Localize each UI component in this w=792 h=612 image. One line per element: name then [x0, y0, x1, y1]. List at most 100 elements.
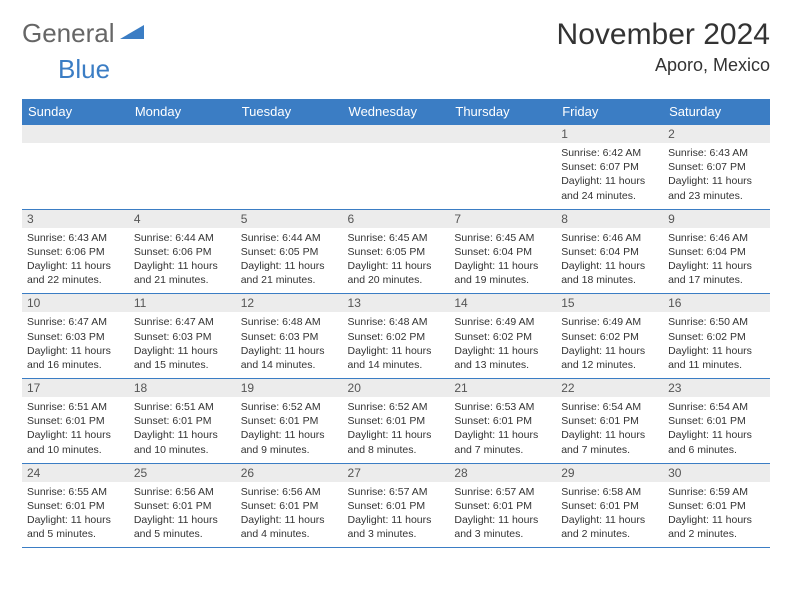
sunrise-text: Sunrise: 6:50 AM	[668, 315, 765, 329]
day-cell: 3Sunrise: 6:43 AMSunset: 6:06 PMDaylight…	[22, 209, 129, 294]
day-cell: 18Sunrise: 6:51 AMSunset: 6:01 PMDayligh…	[129, 379, 236, 464]
daylight-text: Daylight: 11 hours and 8 minutes.	[348, 428, 445, 456]
day-number: 7	[449, 210, 556, 228]
title-block: November 2024 Aporo, Mexico	[557, 18, 770, 76]
day-cell: 19Sunrise: 6:52 AMSunset: 6:01 PMDayligh…	[236, 379, 343, 464]
day-cell: 17Sunrise: 6:51 AMSunset: 6:01 PMDayligh…	[22, 379, 129, 464]
day-detail: Sunrise: 6:45 AMSunset: 6:05 PMDaylight:…	[343, 228, 450, 294]
daylight-text: Daylight: 11 hours and 5 minutes.	[27, 513, 124, 541]
day-detail: Sunrise: 6:57 AMSunset: 6:01 PMDaylight:…	[343, 482, 450, 548]
day-number: 2	[663, 125, 770, 143]
sunset-text: Sunset: 6:01 PM	[134, 414, 231, 428]
dow-header-cell: Tuesday	[236, 99, 343, 125]
day-detail: Sunrise: 6:44 AMSunset: 6:05 PMDaylight:…	[236, 228, 343, 294]
sunrise-text: Sunrise: 6:45 AM	[348, 231, 445, 245]
dow-header-row: SundayMondayTuesdayWednesdayThursdayFrid…	[22, 99, 770, 125]
sunrise-text: Sunrise: 6:58 AM	[561, 485, 658, 499]
day-number: 16	[663, 294, 770, 312]
day-cell	[22, 125, 129, 210]
calendar-table: SundayMondayTuesdayWednesdayThursdayFrid…	[22, 99, 770, 547]
sunset-text: Sunset: 6:01 PM	[27, 499, 124, 513]
daylight-text: Daylight: 11 hours and 7 minutes.	[561, 428, 658, 456]
day-cell: 23Sunrise: 6:54 AMSunset: 6:01 PMDayligh…	[663, 379, 770, 464]
day-detail: Sunrise: 6:53 AMSunset: 6:01 PMDaylight:…	[449, 397, 556, 463]
daylight-text: Daylight: 11 hours and 9 minutes.	[241, 428, 338, 456]
day-number: 20	[343, 379, 450, 397]
day-number: 11	[129, 294, 236, 312]
sunrise-text: Sunrise: 6:51 AM	[134, 400, 231, 414]
day-cell: 16Sunrise: 6:50 AMSunset: 6:02 PMDayligh…	[663, 294, 770, 379]
day-detail: Sunrise: 6:46 AMSunset: 6:04 PMDaylight:…	[663, 228, 770, 294]
day-detail: Sunrise: 6:49 AMSunset: 6:02 PMDaylight:…	[556, 312, 663, 378]
sunrise-text: Sunrise: 6:59 AM	[668, 485, 765, 499]
day-detail: Sunrise: 6:56 AMSunset: 6:01 PMDaylight:…	[129, 482, 236, 548]
sunset-text: Sunset: 6:01 PM	[561, 414, 658, 428]
day-detail: Sunrise: 6:48 AMSunset: 6:03 PMDaylight:…	[236, 312, 343, 378]
sunset-text: Sunset: 6:02 PM	[668, 330, 765, 344]
day-cell: 29Sunrise: 6:58 AMSunset: 6:01 PMDayligh…	[556, 463, 663, 547]
day-detail: Sunrise: 6:57 AMSunset: 6:01 PMDaylight:…	[449, 482, 556, 548]
day-number: 21	[449, 379, 556, 397]
daylight-text: Daylight: 11 hours and 2 minutes.	[561, 513, 658, 541]
sunrise-text: Sunrise: 6:54 AM	[561, 400, 658, 414]
sunrise-text: Sunrise: 6:55 AM	[27, 485, 124, 499]
sunset-text: Sunset: 6:07 PM	[668, 160, 765, 174]
location-label: Aporo, Mexico	[557, 55, 770, 76]
day-number: 8	[556, 210, 663, 228]
day-detail: Sunrise: 6:55 AMSunset: 6:01 PMDaylight:…	[22, 482, 129, 548]
day-number: 24	[22, 464, 129, 482]
daylight-text: Daylight: 11 hours and 24 minutes.	[561, 174, 658, 202]
empty-day	[449, 125, 556, 143]
day-cell: 8Sunrise: 6:46 AMSunset: 6:04 PMDaylight…	[556, 209, 663, 294]
day-number: 19	[236, 379, 343, 397]
day-number: 15	[556, 294, 663, 312]
sunset-text: Sunset: 6:04 PM	[561, 245, 658, 259]
week-row: 1Sunrise: 6:42 AMSunset: 6:07 PMDaylight…	[22, 125, 770, 210]
day-cell: 20Sunrise: 6:52 AMSunset: 6:01 PMDayligh…	[343, 379, 450, 464]
empty-day	[343, 125, 450, 143]
sunset-text: Sunset: 6:01 PM	[668, 499, 765, 513]
sunset-text: Sunset: 6:06 PM	[134, 245, 231, 259]
day-cell: 13Sunrise: 6:48 AMSunset: 6:02 PMDayligh…	[343, 294, 450, 379]
day-number: 29	[556, 464, 663, 482]
empty-day	[22, 125, 129, 143]
day-cell: 5Sunrise: 6:44 AMSunset: 6:05 PMDaylight…	[236, 209, 343, 294]
day-cell: 9Sunrise: 6:46 AMSunset: 6:04 PMDaylight…	[663, 209, 770, 294]
day-cell	[343, 125, 450, 210]
daylight-text: Daylight: 11 hours and 21 minutes.	[134, 259, 231, 287]
day-number: 14	[449, 294, 556, 312]
day-detail: Sunrise: 6:51 AMSunset: 6:01 PMDaylight:…	[129, 397, 236, 463]
daylight-text: Daylight: 11 hours and 14 minutes.	[348, 344, 445, 372]
day-number: 23	[663, 379, 770, 397]
sunset-text: Sunset: 6:01 PM	[348, 499, 445, 513]
day-detail: Sunrise: 6:46 AMSunset: 6:04 PMDaylight:…	[556, 228, 663, 294]
daylight-text: Daylight: 11 hours and 15 minutes.	[134, 344, 231, 372]
day-cell: 26Sunrise: 6:56 AMSunset: 6:01 PMDayligh…	[236, 463, 343, 547]
day-cell: 11Sunrise: 6:47 AMSunset: 6:03 PMDayligh…	[129, 294, 236, 379]
day-cell: 1Sunrise: 6:42 AMSunset: 6:07 PMDaylight…	[556, 125, 663, 210]
week-row: 10Sunrise: 6:47 AMSunset: 6:03 PMDayligh…	[22, 294, 770, 379]
day-detail: Sunrise: 6:45 AMSunset: 6:04 PMDaylight:…	[449, 228, 556, 294]
day-number: 27	[343, 464, 450, 482]
day-number: 10	[22, 294, 129, 312]
day-cell: 30Sunrise: 6:59 AMSunset: 6:01 PMDayligh…	[663, 463, 770, 547]
daylight-text: Daylight: 11 hours and 7 minutes.	[454, 428, 551, 456]
daylight-text: Daylight: 11 hours and 13 minutes.	[454, 344, 551, 372]
sunrise-text: Sunrise: 6:56 AM	[241, 485, 338, 499]
logo-triangle-icon	[120, 21, 144, 44]
empty-day	[236, 125, 343, 143]
sunset-text: Sunset: 6:01 PM	[27, 414, 124, 428]
sunrise-text: Sunrise: 6:44 AM	[241, 231, 338, 245]
sunrise-text: Sunrise: 6:52 AM	[348, 400, 445, 414]
sunrise-text: Sunrise: 6:53 AM	[454, 400, 551, 414]
day-cell: 25Sunrise: 6:56 AMSunset: 6:01 PMDayligh…	[129, 463, 236, 547]
day-number: 18	[129, 379, 236, 397]
daylight-text: Daylight: 11 hours and 20 minutes.	[348, 259, 445, 287]
day-cell: 27Sunrise: 6:57 AMSunset: 6:01 PMDayligh…	[343, 463, 450, 547]
sunset-text: Sunset: 6:04 PM	[454, 245, 551, 259]
empty-day	[129, 125, 236, 143]
daylight-text: Daylight: 11 hours and 14 minutes.	[241, 344, 338, 372]
daylight-text: Daylight: 11 hours and 6 minutes.	[668, 428, 765, 456]
day-detail: Sunrise: 6:44 AMSunset: 6:06 PMDaylight:…	[129, 228, 236, 294]
sunrise-text: Sunrise: 6:43 AM	[668, 146, 765, 160]
